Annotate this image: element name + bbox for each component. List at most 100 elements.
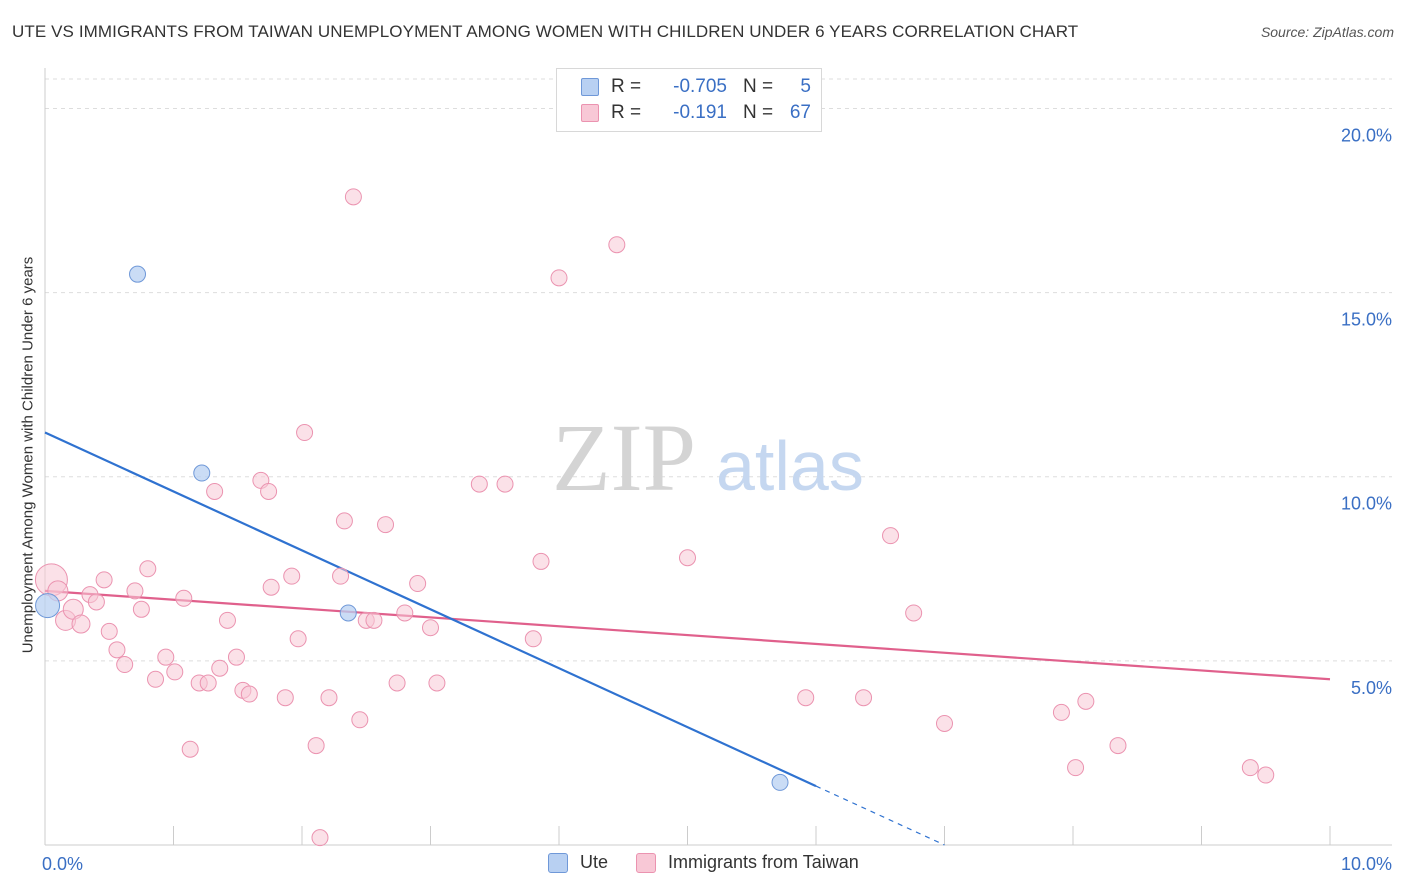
taiwan-point — [262, 578, 280, 596]
taiwan-point — [396, 604, 414, 622]
r-label: R = — [611, 76, 642, 97]
ute-trend-extension — [815, 785, 945, 846]
taiwan-point — [422, 619, 439, 637]
taiwan-point — [797, 689, 815, 707]
taiwan-point — [936, 714, 953, 732]
legend-row-ute: R = -0.705 N = 5 — [581, 75, 811, 99]
ute-n-value: 5 — [800, 76, 811, 97]
taiwan-point — [532, 552, 550, 570]
taiwan-point — [344, 188, 362, 206]
legend-item-taiwan: Immigrants from Taiwan — [636, 852, 859, 873]
taiwan-point — [351, 711, 369, 729]
taiwan-point — [409, 575, 427, 593]
taiwan-point — [296, 424, 314, 442]
taiwan-point — [905, 604, 923, 622]
taiwan-point — [211, 659, 229, 677]
taiwan-point — [377, 516, 395, 534]
taiwan-trend-line — [44, 589, 1331, 681]
x-tick-label-max: 10.0% — [1341, 854, 1392, 874]
ute-trend-line — [44, 431, 817, 788]
taiwan-point — [100, 622, 118, 640]
taiwan-point — [1067, 759, 1085, 777]
taiwan-point — [855, 689, 873, 707]
legend-row-taiwan: R = -0.191 N = 67 — [581, 101, 811, 125]
taiwan-point — [882, 527, 900, 545]
x-tick-label-min: 0.0% — [42, 854, 83, 874]
taiwan-point — [175, 589, 193, 607]
taiwan-point — [147, 670, 165, 688]
taiwan-point — [166, 663, 184, 681]
taiwan-point — [289, 630, 307, 648]
ute-point — [339, 604, 357, 622]
n-label: N = — [743, 76, 774, 97]
series-legend: Ute Immigrants from Taiwan — [548, 852, 887, 873]
data-points — [34, 188, 1275, 847]
taiwan-point — [307, 737, 325, 755]
taiwan-point — [1257, 766, 1275, 784]
stats-legend: R = -0.705 N = 5 R = -0.191 N = 67 — [556, 68, 822, 132]
ute-swatch — [548, 852, 568, 873]
ute-point — [129, 265, 147, 283]
taiwan-point — [311, 829, 329, 847]
taiwan-point — [1077, 692, 1095, 710]
taiwan-point — [108, 641, 126, 659]
taiwan-point — [1052, 703, 1070, 721]
taiwan-point — [227, 648, 245, 666]
r-label: R = — [611, 102, 642, 123]
taiwan-n-value: 67 — [789, 102, 811, 123]
watermark-zip: ZIP — [552, 404, 696, 511]
taiwan-point — [470, 475, 488, 493]
source-label: Source: ZipAtlas.com — [1260, 24, 1394, 40]
taiwan-point — [332, 567, 350, 585]
taiwan-point — [388, 674, 406, 692]
taiwan-point — [240, 685, 258, 703]
taiwan-swatch — [636, 852, 657, 873]
y-tick-label: 20.0% — [1341, 125, 1392, 145]
taiwan-point — [679, 549, 696, 567]
taiwan-point — [335, 512, 353, 530]
y-tick-label: 15.0% — [1341, 310, 1392, 330]
taiwan-point — [139, 560, 157, 578]
taiwan-point — [320, 689, 338, 707]
taiwan-point — [283, 567, 301, 585]
legend-label-ute: Ute — [580, 852, 609, 872]
taiwan-point — [87, 593, 105, 611]
ute-point — [771, 773, 789, 791]
taiwan-point — [199, 674, 217, 692]
trend-lines — [44, 431, 1331, 846]
taiwan-point — [126, 582, 144, 600]
taiwan-point — [260, 482, 278, 500]
legend-label-taiwan: Immigrants from Taiwan — [668, 852, 859, 872]
taiwan-point — [157, 648, 175, 666]
ute-point — [35, 593, 61, 619]
ute-point — [193, 464, 211, 482]
taiwan-point — [132, 600, 150, 618]
taiwan-point — [524, 630, 542, 648]
ute-swatch — [581, 78, 599, 96]
taiwan-point — [365, 611, 383, 629]
axes — [44, 68, 1392, 846]
taiwan-point — [206, 482, 224, 500]
taiwan-point — [428, 674, 446, 692]
taiwan-point — [608, 236, 626, 254]
n-label: N = — [743, 102, 774, 123]
y-tick-label: 10.0% — [1341, 494, 1392, 514]
taiwan-point — [181, 740, 199, 758]
y-tick-label: 5.0% — [1351, 678, 1392, 698]
taiwan-point — [116, 656, 134, 674]
tick-labels: 20.0% 15.0% 10.0% 5.0% 0.0% 10.0% — [42, 125, 1392, 874]
chart-title: UTE VS IMMIGRANTS FROM TAIWAN UNEMPLOYME… — [12, 22, 1079, 41]
taiwan-point — [71, 614, 91, 634]
legend-item-ute: Ute — [548, 852, 608, 873]
taiwan-swatch — [581, 104, 599, 122]
taiwan-point — [1109, 737, 1127, 755]
watermark-atlas: atlas — [716, 427, 864, 505]
taiwan-point — [550, 269, 568, 287]
ute-r-value: -0.705 — [673, 76, 727, 97]
taiwan-point — [95, 571, 113, 589]
taiwan-r-value: -0.191 — [673, 102, 727, 123]
taiwan-point — [218, 611, 236, 629]
taiwan-point — [496, 475, 514, 493]
taiwan-point — [1241, 759, 1259, 777]
